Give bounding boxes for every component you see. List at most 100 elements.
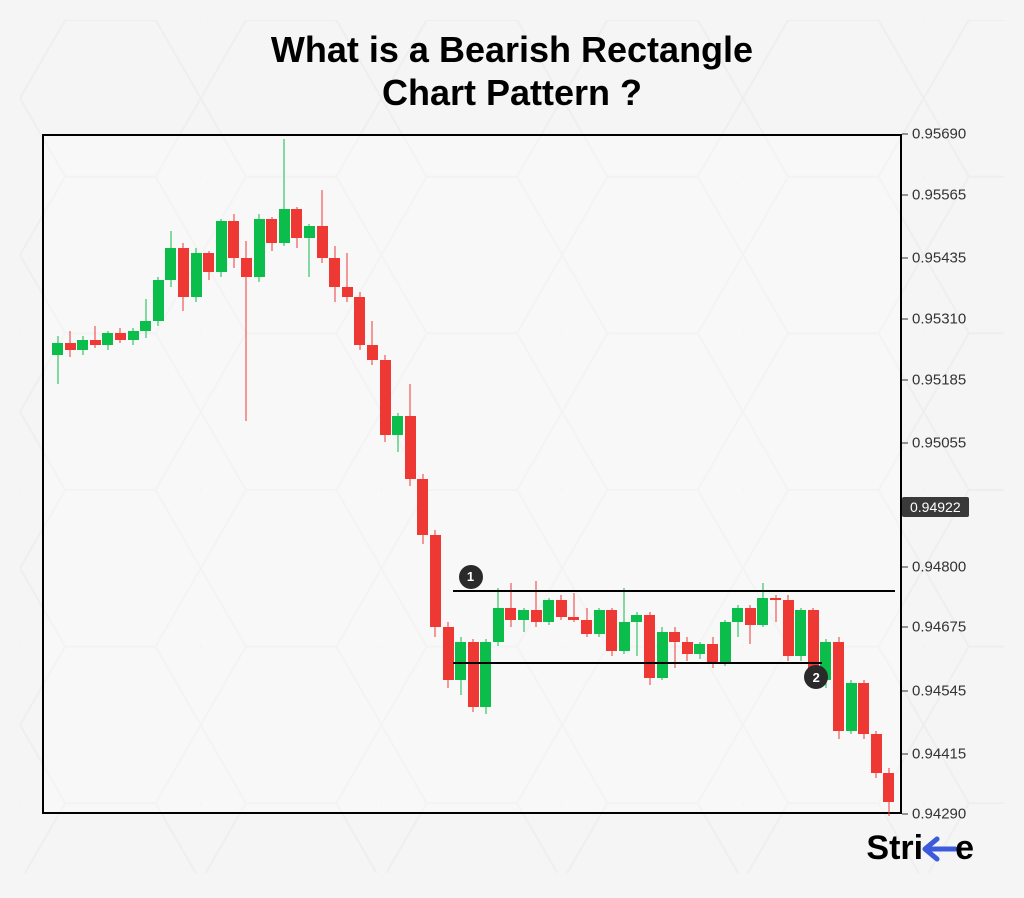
candle-body [707, 644, 718, 663]
candle-body [455, 642, 466, 681]
candle-body [216, 221, 227, 272]
y-tick: 0.94290 [902, 806, 982, 823]
resistance-line [453, 590, 896, 592]
y-tick-label: 0.94545 [908, 682, 966, 699]
candle-body [203, 253, 214, 272]
y-tick-label: 0.94415 [908, 745, 966, 762]
candle-body [191, 253, 202, 297]
y-tick: 0.95055 [902, 434, 982, 451]
candle-body [392, 416, 403, 435]
candle-body [795, 610, 806, 656]
candle-body [883, 773, 894, 802]
logo-text-post: e [955, 829, 974, 868]
candle-body [783, 600, 794, 656]
strike-logo: Stri e [866, 829, 974, 868]
candle-body [468, 642, 479, 708]
candle-body [833, 642, 844, 732]
candle-body [594, 610, 605, 634]
y-tick: 0.94800 [902, 558, 982, 575]
y-axis: 0.956900.955650.954350.953100.951850.950… [902, 134, 982, 814]
candle-body [770, 598, 781, 600]
y-tick: 0.95690 [902, 126, 982, 143]
marker-1: 1 [459, 565, 483, 589]
y-tick-label: 0.94675 [908, 619, 966, 636]
chart-title: What is a Bearish Rectangle Chart Patter… [20, 28, 1004, 114]
candle-body [329, 258, 340, 287]
y-tick-label: 0.94290 [908, 806, 966, 823]
candle-body [128, 331, 139, 341]
y-tick: 0.94675 [902, 619, 982, 636]
candle-body [443, 627, 454, 680]
candle-body [606, 610, 617, 651]
y-tick: 0.94415 [902, 745, 982, 762]
title-line1: What is a Bearish Rectangle [271, 29, 753, 70]
candle-body [430, 535, 441, 627]
candle-body [279, 209, 290, 243]
candle-body [317, 226, 328, 258]
candle-body [581, 620, 592, 635]
y-tick-label: 0.95435 [908, 250, 966, 267]
candle-body [631, 615, 642, 622]
candle-body [720, 622, 731, 663]
candle-body [354, 297, 365, 346]
candle-body [367, 345, 378, 360]
candle-body [115, 333, 126, 340]
candle-body [380, 360, 391, 435]
candle-body [568, 617, 579, 619]
candle-body [140, 321, 151, 331]
y-tick: 0.95310 [902, 310, 982, 327]
chart-container: 12 0.956900.955650.954350.953100.951850.… [42, 134, 982, 814]
candle-body [745, 608, 756, 625]
candle-body [871, 734, 882, 773]
candle-body [228, 221, 239, 257]
candle-body [153, 280, 164, 321]
candle-body [480, 642, 491, 708]
y-tick-label: 0.95310 [908, 310, 966, 327]
candle-body [165, 248, 176, 280]
candle-body [178, 248, 189, 297]
candle-body [254, 219, 265, 277]
candle-body [102, 333, 113, 345]
candle-body [757, 598, 768, 625]
candle-body [405, 416, 416, 479]
candle-body [846, 683, 857, 732]
chart-plot-area: 12 [42, 134, 902, 814]
candle-body [531, 610, 542, 622]
title-line2: Chart Pattern ? [382, 72, 642, 113]
candle-body [342, 287, 353, 297]
y-tick-label: 0.95565 [908, 187, 966, 204]
candle-body [417, 479, 428, 535]
candle-body [90, 340, 101, 345]
candle-body [241, 258, 252, 277]
support-line [453, 662, 823, 664]
logo-arrow-icon [921, 835, 957, 863]
candle-body [657, 632, 668, 678]
candle-body [291, 209, 302, 238]
candle-body [505, 608, 516, 620]
candle-body [858, 683, 869, 734]
candle-wick [145, 299, 146, 338]
candle-body [682, 642, 693, 654]
y-tick-label: 0.95055 [908, 434, 966, 451]
y-tick: 0.95435 [902, 250, 982, 267]
candle-body [52, 343, 63, 355]
y-tick: 0.94545 [902, 682, 982, 699]
candle-body [77, 340, 88, 350]
candle-body [732, 608, 743, 623]
candle-body [493, 608, 504, 642]
y-tick-label: 0.95185 [908, 371, 966, 388]
marker-2: 2 [804, 665, 828, 689]
candle-body [694, 644, 705, 654]
candle-body [669, 632, 680, 642]
candle-body [556, 600, 567, 617]
price-marker: 0.94922 [902, 497, 969, 517]
candle-body [518, 610, 529, 620]
candle-body [65, 343, 76, 350]
y-tick: 0.95185 [902, 371, 982, 388]
candle-body [304, 226, 315, 238]
y-tick: 0.95565 [902, 187, 982, 204]
candle-body [543, 600, 554, 622]
y-tick-label: 0.95690 [908, 126, 966, 143]
candle-body [266, 219, 277, 243]
candle-body [619, 622, 630, 651]
